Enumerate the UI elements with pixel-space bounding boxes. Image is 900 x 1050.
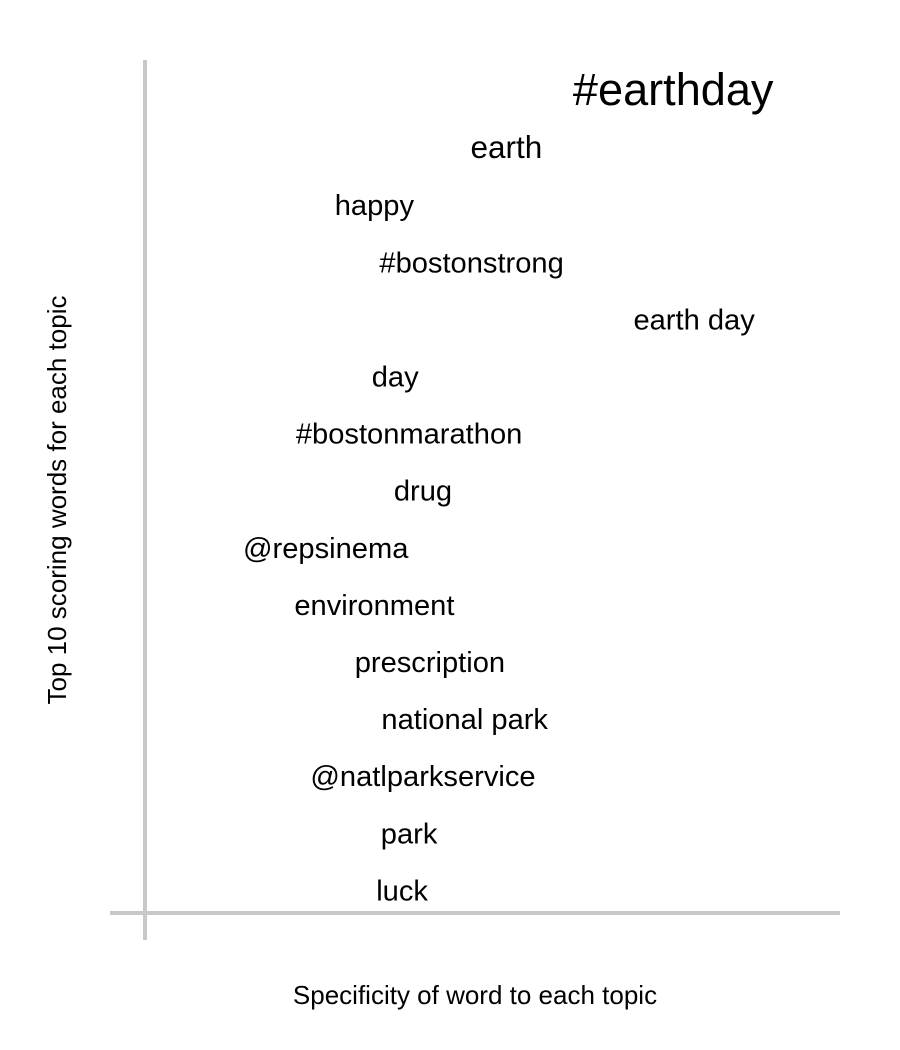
- word-mark: @natlparkservice: [310, 761, 535, 793]
- word-mark: drug: [394, 476, 452, 508]
- word-mark: prescription: [355, 647, 505, 679]
- y-axis-title: Top 10 scoring words for each topic: [42, 296, 72, 705]
- word-mark: #bostonstrong: [379, 247, 563, 279]
- word-mark: park: [381, 818, 438, 850]
- word-mark: happy: [335, 190, 415, 222]
- word-marks: #earthday earth happy #bostonstrong earth da…: [243, 64, 774, 907]
- word-mark: @repsinema: [243, 533, 409, 565]
- word-mark: environment: [294, 590, 454, 622]
- word-mark: luck: [376, 875, 428, 907]
- word-mark: earth: [470, 129, 542, 165]
- word-mark: #bostonmarathon: [296, 419, 522, 451]
- x-axis-title: Specificity of word to each topic: [293, 980, 657, 1010]
- word-mark: day: [372, 362, 419, 394]
- word-mark: earth day: [633, 304, 755, 336]
- word-mark: #earthday: [573, 64, 774, 115]
- word-mark: national park: [381, 704, 548, 736]
